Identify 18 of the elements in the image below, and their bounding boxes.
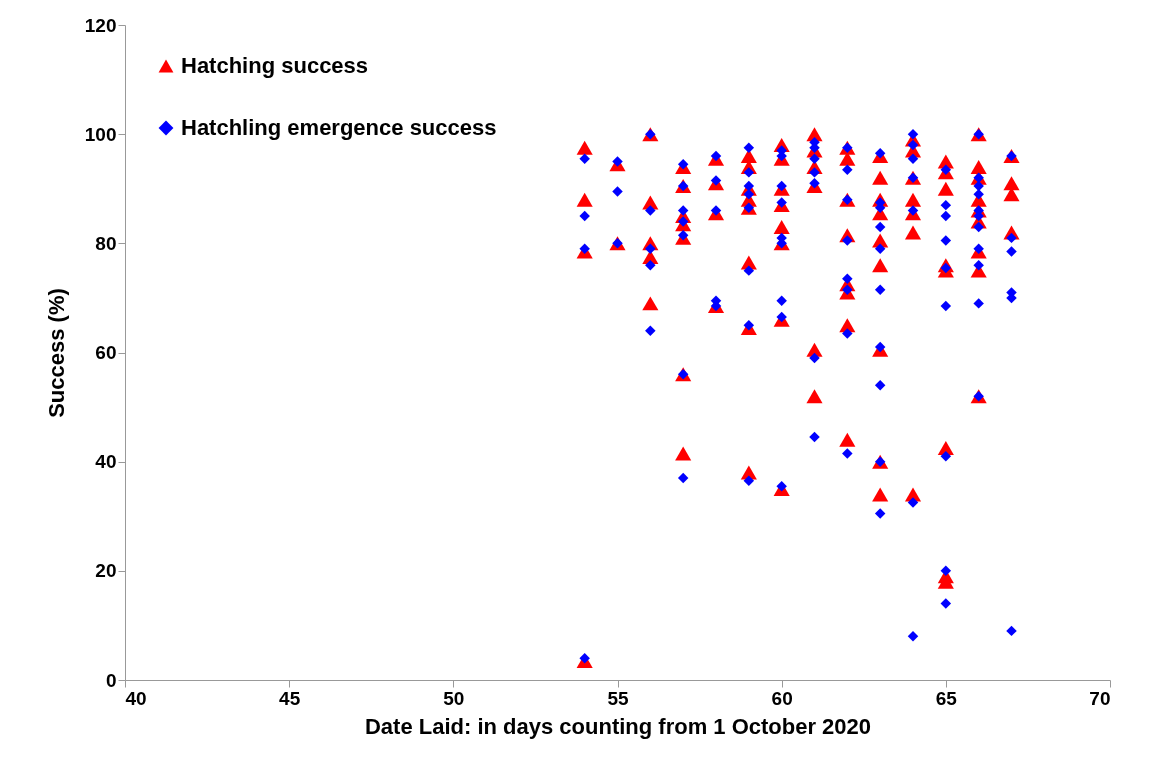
- x-tick-label: 45: [279, 687, 301, 709]
- x-tick-label: 60: [771, 687, 793, 709]
- y-tick-label: 100: [84, 123, 117, 145]
- x-axis-title: Date Laid: in days counting from 1 October 2020: [364, 713, 872, 739]
- x-tick-label: 65: [935, 687, 958, 709]
- x-tick-label: 50: [443, 687, 465, 709]
- y-tick-label: 40: [95, 451, 117, 473]
- legend-label: Hatchling emergence success: [181, 115, 497, 140]
- legend-label: Hatching success: [181, 53, 369, 78]
- y-tick-label: 60: [95, 342, 117, 363]
- y-tick-label: 0: [105, 669, 117, 691]
- y-axis-title: Success (%): [43, 288, 69, 418]
- x-tick-label: 40: [125, 687, 147, 709]
- y-tick-label: 20: [95, 560, 117, 582]
- x-tick-label: 70: [1089, 687, 1111, 709]
- y-tick-label: 80: [95, 232, 117, 254]
- y-tick-label: 120: [84, 14, 117, 36]
- x-tick-label: 55: [607, 687, 629, 709]
